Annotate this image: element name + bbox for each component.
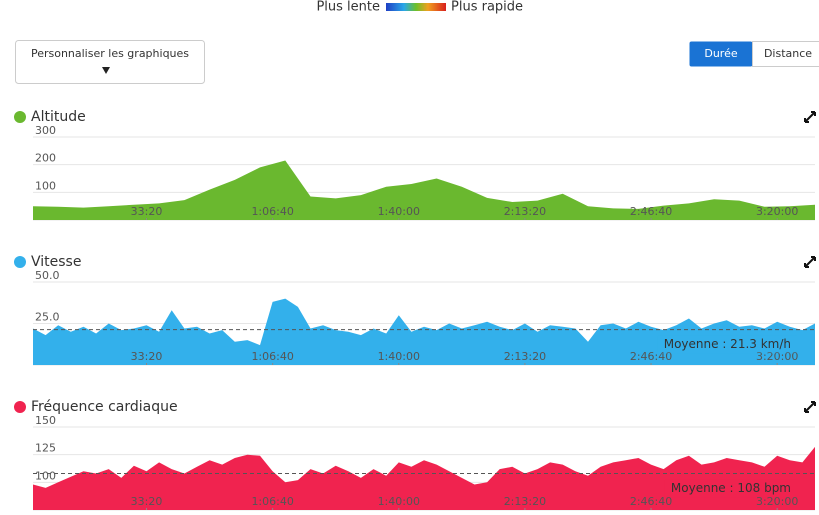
y-tick-label: 300: [35, 124, 56, 137]
speed-gradient: [386, 3, 446, 11]
average-box: [657, 335, 797, 354]
chart-title: Fréquence cardiaque: [31, 399, 178, 415]
chart-title: Altitude: [31, 109, 86, 125]
area: [33, 446, 815, 510]
tab-duree[interactable]: [689, 41, 753, 67]
x-tick-label: 1:40:00: [378, 205, 420, 218]
legend-fast: Plus rapide: [451, 0, 523, 15]
series-dot: [14, 256, 26, 268]
x-tick-label: 1:06:40: [251, 205, 293, 218]
y-tick-label: 200: [35, 152, 56, 165]
x-tick-label: 2:13:20: [504, 205, 546, 218]
y-tick-label: 100: [35, 179, 56, 192]
x-tick-label: 3:20:00: [756, 350, 798, 363]
tab-label: Distance: [764, 47, 812, 60]
x-tick-label: 1:40:00: [378, 350, 420, 363]
legend-slow: Plus lente: [316, 0, 380, 15]
average-box: [664, 479, 797, 498]
customize-button[interactable]: [15, 40, 205, 84]
series-dot: [14, 401, 26, 413]
y-tick-label: 50.0: [35, 269, 60, 282]
x-tick-label: 2:46:40: [630, 495, 672, 508]
x-tick-label: 1:40:00: [378, 495, 420, 508]
x-tick-label: 2:46:40: [630, 205, 672, 218]
series-dot: [14, 111, 26, 123]
x-tick-label: 2:46:40: [630, 350, 672, 363]
x-tick-label: 33:20: [131, 495, 163, 508]
dropdown-arrow: [102, 67, 110, 74]
area: [33, 298, 815, 365]
x-tick-label: 2:13:20: [504, 495, 546, 508]
y-tick-label: 25.0: [35, 311, 60, 324]
customize-label: Personnaliser les graphiques: [31, 47, 189, 60]
tab-label: Durée: [704, 47, 737, 60]
area: [33, 160, 815, 220]
expand-icon[interactable]: [804, 256, 816, 268]
x-tick-label: 33:20: [131, 205, 163, 218]
tab-distance[interactable]: [752, 41, 819, 67]
x-tick-label: 3:20:00: [756, 495, 798, 508]
x-tick-label: 1:06:40: [251, 495, 293, 508]
average-label: Moyenne : 108 bpm: [671, 481, 791, 495]
x-tick-label: 2:13:20: [504, 350, 546, 363]
y-tick-label: 150: [35, 414, 56, 427]
average-label: Moyenne : 21.3 km/h: [664, 337, 791, 351]
x-tick-label: 1:06:40: [251, 350, 293, 363]
x-tick-label: 33:20: [131, 350, 163, 363]
y-tick-label: 100: [35, 469, 56, 482]
y-tick-label: 125: [35, 442, 56, 455]
x-tick-label: 3:20:00: [756, 205, 798, 218]
expand-icon[interactable]: [804, 111, 816, 123]
expand-icon[interactable]: [804, 401, 816, 413]
chart-title: Vitesse: [31, 254, 81, 270]
